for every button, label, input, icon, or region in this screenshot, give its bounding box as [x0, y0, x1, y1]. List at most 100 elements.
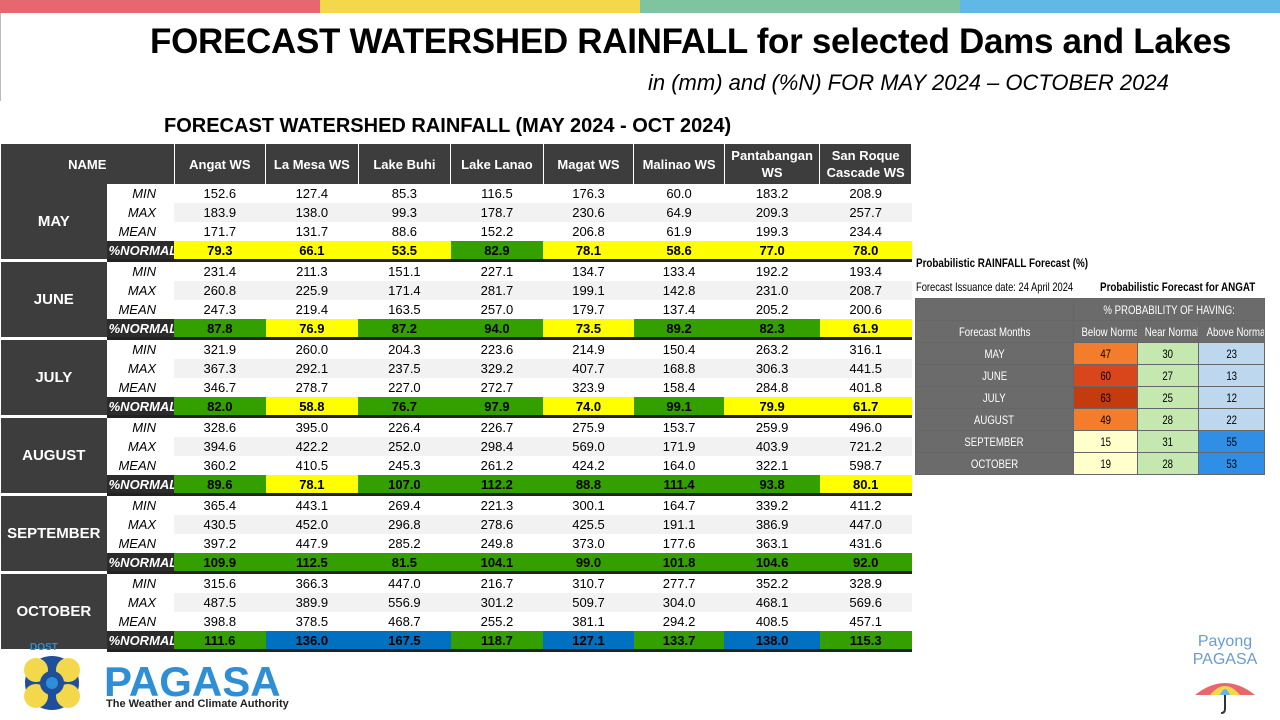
- payong-line2: PAGASA: [1192, 651, 1258, 668]
- table-cell: 80.1: [819, 475, 912, 496]
- table-row: MEAN 360.2 410.5 245.3 261.2 424.2 164.0 322.1 5…: [1, 456, 912, 475]
- stat-label: MIN: [106, 184, 175, 203]
- table-cell: 99.1: [633, 397, 725, 418]
- table-cell: 73.5: [543, 319, 634, 340]
- table-cell: 255.2: [480, 614, 514, 629]
- prob-below-cell: 49: [1073, 408, 1138, 431]
- table-cell: 82.3: [724, 319, 820, 340]
- top-bar-yellow: [320, 0, 640, 13]
- table-cell: 61.9: [819, 319, 912, 340]
- table-cell: 431.6: [849, 536, 882, 551]
- table-cell: 425.5: [543, 515, 634, 534]
- table-cell: 398.8: [203, 614, 237, 629]
- table-cell: 230.6: [543, 203, 634, 222]
- table-cell: 447.0: [819, 515, 912, 534]
- table-cell: 176.3: [572, 186, 605, 201]
- table-cell: 452.0: [265, 515, 359, 534]
- table-cell: 88.8: [543, 475, 634, 496]
- table-cell: 496.0: [849, 420, 882, 435]
- col-header: Pantabangan WS: [724, 144, 821, 184]
- prob-col-header-row: Forecast Months Below Normal Near Normal…: [915, 320, 1266, 343]
- table-cell: 127.4: [295, 186, 329, 201]
- table-row: MAX 430.5 452.0 296.8 278.6 425.5 191.1 386.9 44…: [1, 515, 912, 534]
- stat-label: MIN: [106, 338, 175, 359]
- table-cell: 94.0: [450, 319, 544, 340]
- table-cell: 316.1: [849, 342, 882, 357]
- table-row-normal: %NORMAL 82.0 58.8 76.7 97.9 74.0 99.1 79.9 61.7: [1, 397, 912, 418]
- table-cell: 411.2: [849, 498, 882, 513]
- table-cell: 61.7: [819, 397, 912, 418]
- table-cell: 381.1: [572, 614, 605, 629]
- table-cell: 234.4: [849, 224, 882, 239]
- table-cell: 58.6: [633, 241, 725, 262]
- table-cell: 92.0: [819, 553, 912, 574]
- table-cell: 208.9: [849, 186, 882, 201]
- month-label: SEPTEMBER: [1, 494, 107, 574]
- prob-title: Probabilistic RAINFALL Forecast (%): [916, 256, 1089, 270]
- table-cell: 373.0: [572, 536, 605, 551]
- table-cell: 322.1: [755, 458, 789, 473]
- table-cell: 422.2: [265, 437, 359, 456]
- table-cell: 231.4: [203, 264, 237, 279]
- table-cell: 74.0: [543, 397, 634, 418]
- col-forecast-months: Forecast Months: [915, 320, 1074, 343]
- stat-label: MEAN: [106, 534, 175, 553]
- prob-below-cell: 15: [1073, 430, 1138, 453]
- table-cell: 226.7: [480, 420, 514, 435]
- prob-month: AUGUST: [915, 408, 1074, 431]
- table-row: MEAN 346.7 278.7 227.0 272.7 323.9 158.4 284.8 4…: [1, 378, 912, 397]
- prob-near-cell: 31: [1137, 430, 1199, 453]
- table-cell: 115.3: [819, 631, 912, 652]
- prob-above-cell: 23: [1197, 342, 1266, 365]
- table-cell: 216.7: [480, 576, 514, 591]
- stat-label: MIN: [106, 572, 175, 593]
- table-cell: 252.0: [358, 437, 451, 456]
- table-cell: 168.8: [633, 359, 725, 378]
- table-cell: 294.2: [662, 614, 696, 629]
- stat-label: MAX: [106, 593, 175, 612]
- prob-row: JUNE 60 27 13: [915, 364, 1266, 387]
- col-header: Angat WS: [174, 144, 267, 184]
- table-cell: 208.7: [819, 281, 912, 300]
- table-row-normal: %NORMAL 111.6 136.0 167.5 118.7 127.1 133.7 138…: [1, 631, 912, 652]
- table-cell: 226.4: [388, 420, 421, 435]
- table-header-row: NAME Angat WS La Mesa WS Lake Buhi Lake …: [1, 144, 912, 184]
- table-cell: 259.9: [755, 420, 789, 435]
- col-near-normal: Near Normal: [1137, 320, 1199, 343]
- page-subtitle: in (mm) and (%N) FOR MAY 2024 – OCTOBER …: [648, 70, 1169, 95]
- table-row-normal: %NORMAL 87.8 76.9 87.2 94.0 73.5 89.2 82.3 61.9: [1, 319, 912, 340]
- pagasa-wordmark: PAGASA: [104, 658, 281, 705]
- prob-near-cell: 28: [1137, 452, 1199, 475]
- table-cell: 163.5: [388, 302, 421, 317]
- table-cell: 247.3: [203, 302, 237, 317]
- table-cell: 99.0: [543, 553, 634, 574]
- table-cell: 87.8: [174, 319, 266, 340]
- stat-label: %NORMAL: [106, 631, 175, 652]
- table-row: JUNE MIN 231.4 211.3 151.1 227.1 134.7 133.4 192…: [1, 260, 912, 340]
- prob-header: % PROBABILITY OF HAVING:: [1072, 298, 1266, 321]
- month-label: OCTOBER: [1, 572, 107, 652]
- table-cell: 183.2: [755, 186, 789, 201]
- table-cell: 257.7: [819, 203, 912, 222]
- table-cell: 389.9: [265, 593, 359, 612]
- top-color-bar: [0, 0, 1280, 13]
- table-row: MAX 260.8 225.9 171.4 281.7 199.1 142.8 231.0 20…: [1, 281, 912, 300]
- table-cell: 89.6: [174, 475, 266, 496]
- table-cell: 133.4: [662, 264, 696, 279]
- table-cell: 292.1: [265, 359, 359, 378]
- table-cell: 261.2: [480, 458, 514, 473]
- prob-month: SEPTEMBER: [915, 430, 1074, 453]
- prob-row: SEPTEMBER 15 31 55: [915, 430, 1266, 453]
- col-header: Magat WS: [543, 144, 635, 184]
- table-cell: 278.6: [450, 515, 544, 534]
- table-cell: 468.1: [724, 593, 820, 612]
- stat-label: MAX: [106, 203, 175, 222]
- prob-below-cell: 47: [1073, 342, 1138, 365]
- table-cell: 76.7: [358, 397, 451, 418]
- table-cell: 53.5: [358, 241, 451, 262]
- table-cell: 443.1: [295, 498, 329, 513]
- stat-label: MEAN: [106, 222, 175, 241]
- prob-below-cell: 19: [1073, 452, 1138, 475]
- table-cell: 89.2: [633, 319, 725, 340]
- stat-label: %NORMAL: [106, 241, 175, 262]
